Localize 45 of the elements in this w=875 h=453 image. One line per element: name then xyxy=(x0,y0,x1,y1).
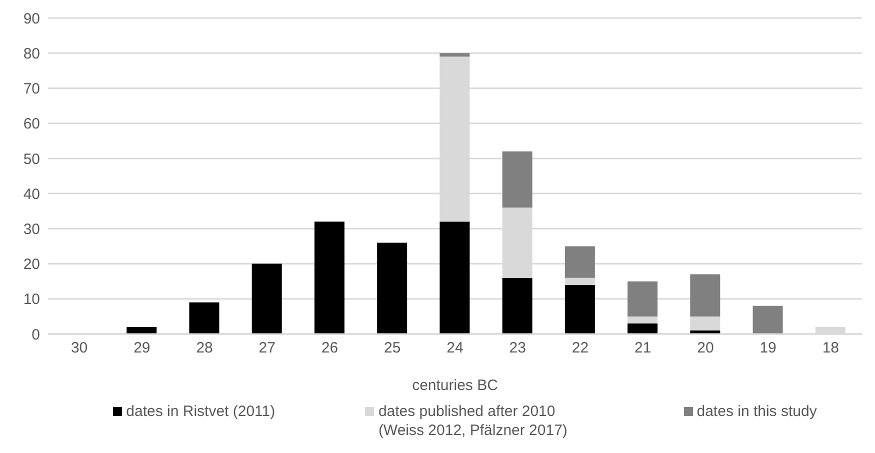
x-tick-label: 30 xyxy=(70,340,88,357)
x-tick-label: 22 xyxy=(572,340,589,357)
x-tick-label: 26 xyxy=(321,340,338,357)
x-tick-label: 25 xyxy=(384,340,401,357)
bar xyxy=(502,278,532,334)
bar xyxy=(628,323,658,334)
y-tick-label: 80 xyxy=(23,45,40,62)
bar xyxy=(564,284,595,334)
bar xyxy=(628,316,658,324)
bar xyxy=(377,242,408,334)
bar xyxy=(189,302,220,334)
bar xyxy=(440,222,470,334)
x-tick-label: 29 xyxy=(134,340,150,357)
x-tick-label: 24 xyxy=(446,340,464,357)
x-tick-label: 20 xyxy=(697,340,714,357)
x-tick-label: 21 xyxy=(634,340,652,357)
legend-label: dates in Ristvet (2011) xyxy=(126,402,276,421)
bar xyxy=(752,306,783,334)
y-tick-label: 20 xyxy=(23,256,40,274)
bar xyxy=(502,151,532,208)
x-axis-title: centuries BC xyxy=(412,377,498,394)
x-tick-label: 23 xyxy=(509,340,526,357)
bar xyxy=(126,326,157,334)
bar xyxy=(690,274,720,316)
bar xyxy=(628,281,658,316)
y-tick-label: 50 xyxy=(23,150,40,168)
y-tick-label: 60 xyxy=(23,116,40,133)
y-tick-label: 40 xyxy=(23,186,40,203)
y-tick-label: 90 xyxy=(23,10,40,28)
x-tick-label: 27 xyxy=(258,340,276,357)
legend-label: dates in this study xyxy=(696,402,817,421)
bar xyxy=(564,278,595,285)
y-tick-label: 0 xyxy=(32,326,40,344)
bar xyxy=(440,53,470,57)
bar xyxy=(564,246,595,278)
bar xyxy=(690,316,720,330)
y-tick-label: 30 xyxy=(23,220,40,238)
y-tick-label: 70 xyxy=(23,80,40,98)
bar xyxy=(252,264,282,334)
legend-label: dates published after 2010 (Weiss 2012, Pfälzner 2017) xyxy=(378,402,568,440)
x-tick-label: 18 xyxy=(822,340,840,357)
x-tick-label: 19 xyxy=(760,340,776,357)
y-tick-label: 10 xyxy=(23,291,40,308)
x-tick-label: 28 xyxy=(196,340,213,357)
bar xyxy=(314,222,344,334)
